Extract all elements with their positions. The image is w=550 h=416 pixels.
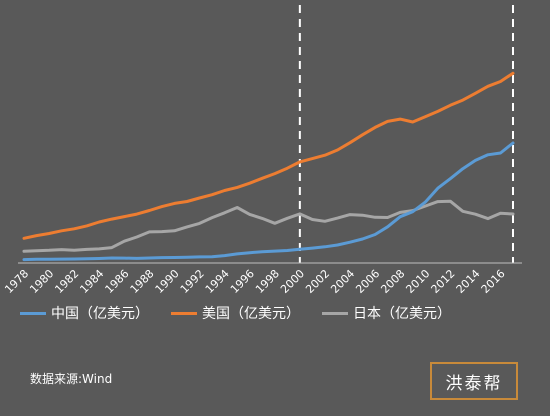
chart-legend: 中国（亿美元） 美国（亿美元） 日本（亿美元） — [20, 303, 473, 323]
x-tick-label: 1990 — [153, 267, 182, 296]
series-line-china — [22, 141, 515, 262]
x-tick-label: 1992 — [178, 267, 207, 296]
line-chart: 1978198019821984198619881990199219941996… — [2, 5, 522, 296]
x-tick-label: 1980 — [27, 267, 56, 296]
series-line-japan — [22, 199, 515, 253]
x-tick-label: 1986 — [103, 267, 132, 296]
legend-label-usa: 美国（亿美元） — [202, 306, 300, 322]
legend-swatch-china — [20, 311, 46, 315]
x-tick-label: 2008 — [378, 267, 407, 296]
x-tick-label: 2012 — [429, 267, 458, 296]
x-tick-label: 1994 — [203, 267, 232, 296]
x-tick-label: 2002 — [303, 267, 332, 296]
x-tick-label: 2000 — [278, 267, 307, 296]
x-tick-label: 2016 — [479, 267, 508, 296]
x-tick-label: 2010 — [403, 267, 432, 296]
x-tick-label: 1988 — [128, 267, 157, 296]
x-tick-label: 2006 — [353, 267, 382, 296]
x-tick-label: 2014 — [454, 267, 483, 296]
x-tick-label: 1982 — [52, 267, 81, 296]
brand-logo: 洪泰帮 — [430, 362, 518, 400]
x-tick-label: 1984 — [77, 267, 106, 296]
x-tick-label: 2004 — [328, 267, 357, 296]
legend-item-japan: 日本（亿美元） — [322, 303, 451, 323]
legend-label-china: 中国（亿美元） — [51, 306, 149, 322]
x-tick-label: 1996 — [228, 267, 257, 296]
legend-swatch-usa — [171, 311, 197, 315]
legend-label-japan: 日本（亿美元） — [353, 306, 451, 322]
legend-item-usa: 美国（亿美元） — [171, 303, 300, 323]
series-line-usa — [22, 71, 515, 240]
x-tick-label: 1978 — [2, 267, 31, 296]
x-tick-label: 1998 — [253, 267, 282, 296]
legend-item-china: 中国（亿美元） — [20, 303, 149, 323]
source-note: 数据来源:Wind — [30, 372, 113, 386]
legend-swatch-japan — [322, 311, 348, 315]
